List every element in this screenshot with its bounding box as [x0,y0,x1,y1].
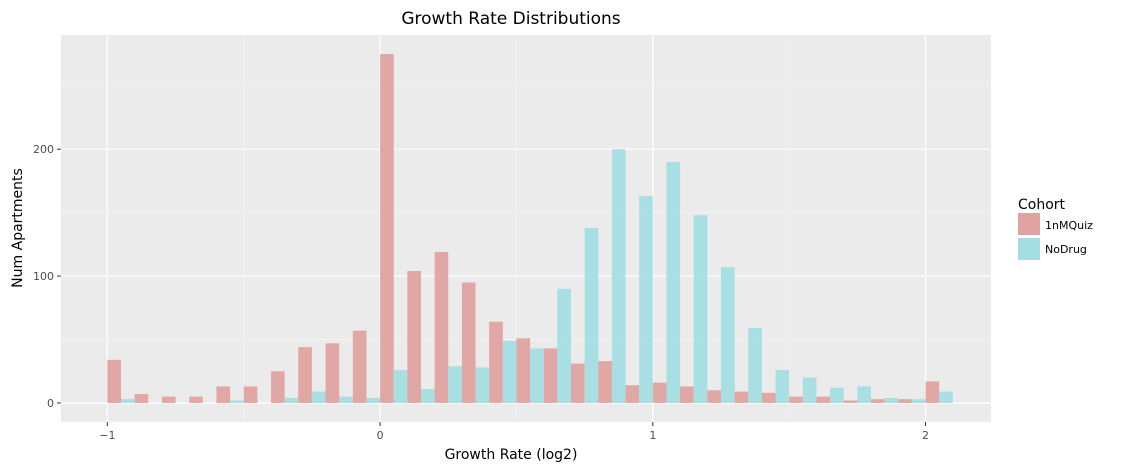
bar-1nmquiz [707,390,721,403]
bar-nodrug [366,397,381,403]
bar-nodrug [884,397,899,403]
bar-nodrug [502,340,517,403]
bar-nodrug [721,267,735,403]
legend-swatch-1nmquiz [1018,213,1040,235]
bar-1nmquiz [489,321,503,403]
bar-nodrug [475,367,490,403]
bar-1nmquiz [243,386,258,403]
legend: Cohort 1nMQuiz NoDrug [1018,197,1093,260]
bar-nodrug [639,196,653,403]
bar-1nmquiz [352,330,367,403]
bar-1nmquiz [461,282,476,403]
bar-1nmquiz [680,386,694,403]
bar-nodrug [121,399,135,403]
legend-title: Cohort [1018,197,1066,213]
legend-label-nodrug: NoDrug [1045,243,1087,256]
bar-1nmquiz [871,399,885,403]
bar-nodrug [802,377,817,403]
bar-1nmquiz [925,381,940,403]
bar-nodrug [666,161,681,403]
bar-1nmquiz [107,359,121,403]
bar-nodrug [830,387,844,403]
x-axis-label: Growth Rate (log2) [445,447,578,463]
x-tick-label: 1 [649,429,656,442]
bar-1nmquiz [598,361,612,403]
bar-nodrug [339,396,353,403]
y-axis-label: Num Apartments [10,168,26,288]
bar-1nmquiz [571,363,585,403]
bar-1nmquiz [271,371,285,403]
bar-1nmquiz [789,396,803,403]
bar-nodrug [311,391,326,403]
chart-title: Growth Rate Distributions [401,9,620,29]
bar-1nmquiz [189,396,203,403]
bar-nodrug [693,215,708,403]
bar-nodrug [775,369,790,403]
x-tick-label: 2 [922,429,929,442]
bar-1nmquiz [380,54,394,403]
bar-nodrug [857,386,871,403]
bar-nodrug [557,288,571,403]
y-tick-label: 100 [33,270,54,283]
bar-1nmquiz [625,385,640,403]
bar-nodrug [748,328,762,403]
bar-1nmquiz [161,396,176,403]
bar-1nmquiz [898,399,912,403]
bar-nodrug [393,369,408,403]
bar-nodrug [421,389,435,403]
bar-1nmquiz [325,343,340,403]
y-tick-label: 0 [47,397,54,410]
bar-1nmquiz [134,394,149,403]
y-axis-ticks: 0 100 200 [33,143,61,410]
bar-nodrug [530,348,544,403]
y-tick-label: 200 [33,143,54,156]
legend-label-1nmquiz: 1nMQuiz [1045,219,1093,232]
bar-nodrug [911,399,926,403]
bar-1nmquiz [816,396,831,403]
bar-nodrug [284,397,299,403]
x-tick-label: −1 [99,429,115,442]
bar-1nmquiz [298,347,312,403]
bars [107,54,953,403]
legend-swatch-nodrug [1018,238,1040,260]
bar-1nmquiz [216,386,231,403]
bar-1nmquiz [761,392,776,403]
bar-nodrug [230,400,244,403]
bar-1nmquiz [652,382,667,403]
bar-nodrug [939,391,953,403]
bar-1nmquiz [434,251,449,403]
bar-1nmquiz [407,271,421,403]
bar-1nmquiz [543,348,558,403]
bar-1nmquiz [734,391,749,403]
bar-1nmquiz [843,400,858,403]
bar-nodrug [584,227,599,403]
x-axis-ticks: −1 0 1 2 [99,422,929,442]
bar-nodrug [448,366,462,403]
bar-1nmquiz [516,338,531,403]
bar-nodrug [611,149,626,403]
x-tick-label: 0 [377,429,384,442]
